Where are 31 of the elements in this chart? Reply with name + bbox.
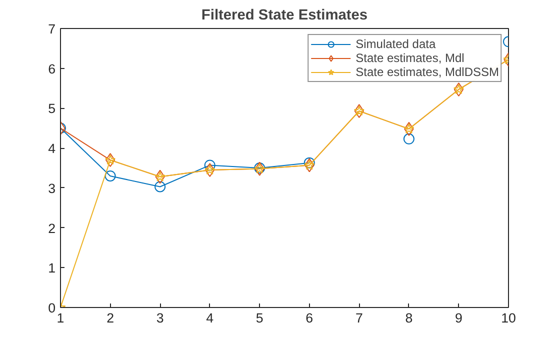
- x-tick-label: 4: [206, 310, 214, 326]
- legend-label: State estimates, Mdl: [356, 51, 464, 65]
- point: [154, 181, 166, 192]
- x-tick-label: 10: [501, 310, 516, 326]
- legend-label: Simulated data: [356, 37, 436, 51]
- point: [204, 160, 216, 171]
- legend-label: State estimates, MdlDSSM: [356, 65, 499, 79]
- point: [404, 123, 414, 134]
- y-tick-label: 1: [48, 260, 56, 276]
- x-tick-label: 5: [256, 310, 264, 326]
- point: [105, 154, 116, 165]
- y-tick-label: 0: [48, 300, 56, 316]
- point: [104, 170, 116, 182]
- y-tick-label: 7: [48, 22, 56, 36]
- point: [154, 171, 166, 182]
- x-tick-label: 2: [106, 310, 114, 326]
- y-tick-label: 5: [48, 101, 56, 116]
- y-tick-label: 2: [48, 220, 56, 236]
- y-tick-label: 3: [48, 180, 56, 196]
- x-tick-label: 7: [355, 310, 363, 326]
- x-tick-label: 9: [455, 310, 462, 326]
- y-tick-label: 4: [48, 141, 56, 156]
- chart-title: Filtered State Estimates: [201, 8, 368, 24]
- point: [105, 153, 116, 168]
- y-tick-label: 6: [48, 61, 56, 76]
- point: [304, 160, 315, 170]
- point: [304, 157, 315, 168]
- x-tick-label: 3: [156, 310, 164, 326]
- x-tick-label: 6: [306, 310, 314, 326]
- point: [403, 133, 414, 144]
- x-tick-label: 8: [405, 310, 413, 326]
